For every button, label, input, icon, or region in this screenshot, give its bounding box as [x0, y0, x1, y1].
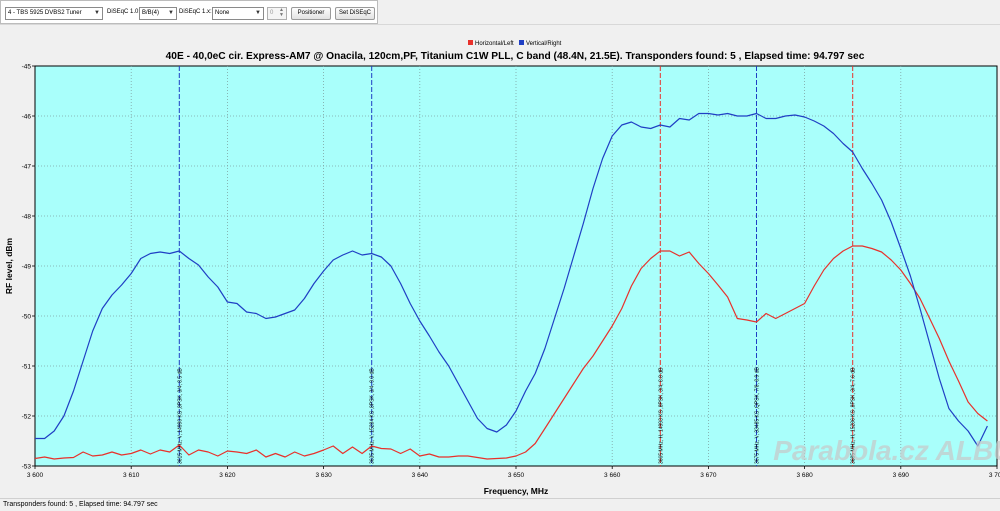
x-tick-label: 3 670 [700, 472, 717, 479]
transponder-marker-label: 3635 MHz, V, 15284 KS ,8PSK, 3/4, 9.0 dB [370, 368, 376, 464]
legend-swatch-horizontal [468, 40, 473, 45]
x-tick-label: 3 620 [219, 472, 236, 479]
y-tick-label: -46 [22, 114, 32, 121]
set-diseqc-button[interactable]: Set DiSEqC [335, 7, 375, 20]
series-lines [34, 112, 988, 460]
y-tick-label: -49 [22, 264, 32, 271]
chevron-down-icon: ▼ [255, 10, 261, 16]
grid-lines [35, 66, 997, 466]
tuner-select-value: 4 - TBS 5925 DVBS2 Tuner [8, 10, 82, 16]
spectrum-chart[interactable]: Horizontal/Left Vertical/Right 40E - 40,… [0, 36, 1000, 498]
tuner-select[interactable]: 4 - TBS 5925 DVBS2 Tuner ▼ [5, 7, 103, 20]
x-tick-label: 3 600 [27, 472, 44, 479]
spectrum-chart-area: Horizontal/Left Vertical/Right 40E - 40,… [0, 36, 1000, 498]
spin-arrows-icon: ▲ ▼ [279, 7, 284, 18]
toolbar-panel: 4 - TBS 5925 DVBS2 Tuner ▼ DiSEqC 1.0: B… [0, 0, 378, 24]
x-axis-label: Frequency, MHz [484, 486, 549, 496]
series-line-vertical [35, 112, 988, 447]
diseqc1x-select-value: None [215, 10, 230, 16]
legend-label-vertical: Vertical/Right [526, 41, 562, 47]
transponder-marker-label: 3685 MHz, H, 15286 KS ,8PSK, 3/4, 7.6 dB [851, 367, 857, 464]
positioner-button[interactable]: Positioner [291, 7, 331, 20]
diseqc1x-select[interactable]: None ▼ [212, 7, 264, 20]
transponder-marker-label: 3615 MHz, V, 14990 KS ,8PSK, 3/4, 8.5 dB [177, 368, 183, 464]
x-tick-label: 3 690 [893, 472, 910, 479]
y-tick-label: -47 [22, 164, 32, 171]
series-line-horizontal [34, 245, 988, 460]
y-tick-label: -48 [22, 214, 32, 221]
y-tick-label: -52 [22, 414, 32, 421]
y-tick-label: -45 [22, 64, 32, 71]
x-tick-label: 3 650 [508, 472, 525, 479]
diseqc10-select-value: B/B(4) [142, 10, 160, 16]
legend-swatch-vertical [519, 40, 524, 45]
y-tick-label: -50 [22, 314, 32, 321]
chart-title: 40E - 40,0eC cir. Express-AM7 @ Onacila,… [166, 51, 865, 62]
x-tick-label: 3 680 [796, 472, 813, 479]
legend-label-horizontal: Horizontal/Left [475, 41, 514, 47]
x-tick-label: 3 630 [315, 472, 332, 479]
diseqc10-select[interactable]: B/B(4) ▼ [139, 7, 177, 20]
x-tick-label: 3 660 [604, 472, 621, 479]
status-bar: Transponders found: 5 , Elapsed time: 94… [0, 498, 1000, 510]
y-tick-label: -51 [22, 364, 32, 371]
toolbar: 4 - TBS 5925 DVBS2 Tuner ▼ DiSEqC 1.0: B… [0, 0, 1000, 25]
chevron-down-icon: ▼ [94, 10, 100, 16]
transponder-markers: 3615 MHz, V, 14990 KS ,8PSK, 3/4, 8.5 dB… [177, 66, 857, 466]
diseqc1x-label: DiSEqC 1.x: [179, 9, 212, 15]
x-axis-ticks: 3 600 3 610 3 620 3 630 3 640 3 650 3 660 3 670… [27, 466, 1000, 479]
diseqc1x-spin-value: 0 [270, 10, 274, 16]
x-tick-label: 3 700 [989, 472, 1000, 479]
x-tick-label: 3 640 [412, 472, 429, 479]
diseqc1x-spin[interactable]: 0 ▲ ▼ [267, 7, 287, 20]
watermark: Parabola.cz ALBUM [773, 435, 1000, 466]
chevron-down-icon: ▼ [168, 10, 174, 16]
x-tick-label: 3 610 [123, 472, 140, 479]
y-axis-label: RF level, dBm [4, 237, 14, 294]
y-axis-ticks: -53 -52 -51 -50 -49 -48 -47 -46 -45 [22, 64, 35, 471]
transponder-marker-label: 3665 MHz, H, 14993 KS ,8PSK, 3/4, 8.8 dB [658, 367, 664, 464]
diseqc10-label: DiSEqC 1.0: [107, 9, 141, 15]
chart-legend: Horizontal/Left Vertical/Right [468, 40, 562, 47]
status-text: Transponders found: 5 , Elapsed time: 94… [3, 501, 158, 508]
transponder-marker-label: 3675 MHz, V, 33485 KS ,QPSK, 7/8, 8.9 dB [755, 367, 761, 464]
y-tick-label: -53 [22, 464, 32, 471]
